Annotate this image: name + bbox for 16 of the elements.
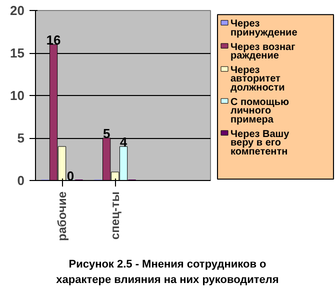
data-label: 16 (46, 32, 61, 48)
legend-label: Через вознаграждение (230, 42, 296, 62)
y-tick-label: 15 (10, 46, 25, 60)
legend-label: Через Вашу веру в его компетентн (230, 128, 290, 158)
data-label: 5 (102, 126, 110, 141)
text: Рисунок 2.5 - Мнения сотрудников о характере влияния на них руководителя (56, 258, 279, 286)
y-tick-label: 5 (17, 130, 25, 146)
legend-label: Через авторитет должности (230, 64, 285, 94)
x-tick-label: рабочие (55, 191, 70, 241)
y-tick-label: 0 (17, 173, 25, 188)
legend-label: С помощью личного примера (230, 96, 290, 126)
data-label: 0 (66, 168, 74, 184)
legend-label: Через принуждение (230, 18, 298, 38)
y-tick-label: 20 (10, 3, 25, 18)
y-tick-label: 10 (10, 88, 25, 103)
x-tick-label: спец-ты (108, 192, 122, 240)
